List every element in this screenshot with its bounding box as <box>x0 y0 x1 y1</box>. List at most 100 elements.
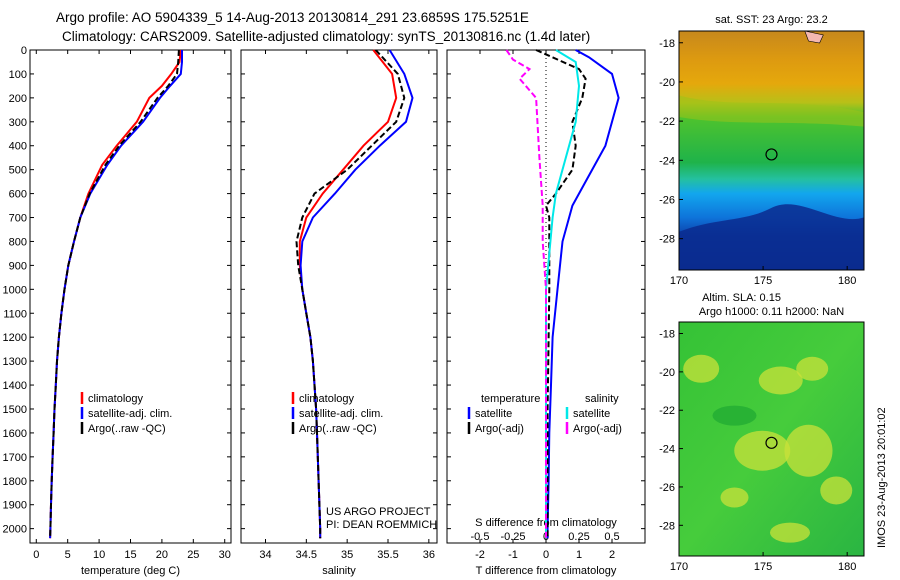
sst-map-title: sat. SST: 23 Argo: 23.2 <box>715 14 828 26</box>
temperature-panel: 0 5 10 15 20 25 30 temperature (deg C) 0 100 200 30… <box>3 45 232 577</box>
sdiff-tick-label: -0.5 <box>471 531 490 543</box>
salinity-xtick-label: 34.5 <box>296 549 317 561</box>
differences-xtick-label: -1 <box>508 549 518 561</box>
differences-panel: -2 -1 0 1 2 T difference from climatology -0.5… <box>446 49 646 577</box>
depth-tick-label: 800 <box>9 236 27 248</box>
differences-xlabel: T difference from climatology <box>476 565 617 577</box>
depth-tick-label: 1300 <box>3 356 27 368</box>
depth-tick-label: 600 <box>9 189 27 201</box>
salinity-xtick-label: 35 <box>341 549 353 561</box>
sst-map-ytick-label: -28 <box>659 234 675 246</box>
sla-map-ytick-label: -18 <box>659 329 675 341</box>
temperature-xtick-label: 25 <box>187 549 199 561</box>
legend-group-title: temperature <box>481 393 540 405</box>
sla-map-ytick-label: -26 <box>659 482 675 494</box>
depth-tick-label: 200 <box>9 93 27 105</box>
legend-label: Argo(..raw -QC) <box>299 423 377 435</box>
depth-tick-label: 1700 <box>3 452 27 464</box>
pi-label: PI: DEAN ROEMMICH <box>326 519 438 531</box>
temperature-xtick-label: 10 <box>93 549 105 561</box>
differences-series-1 <box>535 49 587 539</box>
depth-tick-label: 1100 <box>3 308 27 320</box>
legend-label: satellite-adj. clim. <box>88 408 172 420</box>
depth-tick-label: 1800 <box>3 476 27 488</box>
argo-position-marker <box>765 148 778 161</box>
sla-map: 170 175 180 -18 -20 -22 -24 -26 -28 Altim. SLA: 0… <box>659 292 865 573</box>
sla-high-anomaly <box>758 366 803 395</box>
sla-high-anomaly <box>784 424 833 477</box>
legend-label: climatology <box>299 393 355 405</box>
sla-high-anomaly <box>796 356 829 381</box>
differences-series-3 <box>505 49 547 539</box>
sst-map-ytick-label: -24 <box>659 155 675 167</box>
salinity-xtick-label: 36 <box>423 549 435 561</box>
depth-tick-label: 1400 <box>3 380 27 392</box>
salinity-series-2 <box>295 49 406 539</box>
salinity-series-0 <box>298 49 398 539</box>
temperature-xlabel: temperature (deg C) <box>81 565 180 577</box>
temperature-series-0 <box>49 49 182 539</box>
depth-tick-label: 1500 <box>3 404 27 416</box>
temperature-xtick-label: 0 <box>33 549 39 561</box>
sst-map-xtick-label: 175 <box>754 275 772 287</box>
sla-map-ytick-label: -28 <box>659 520 675 532</box>
sla-map-xtick-label: 180 <box>838 561 856 573</box>
legend-label: satellite <box>475 408 512 420</box>
differences-xtick-label: 2 <box>609 549 615 561</box>
temperature-xtick-label: 15 <box>124 549 136 561</box>
temperature-xtick-label: 20 <box>156 549 168 561</box>
depth-tick-label: 1000 <box>3 284 27 296</box>
legend-label: satellite <box>573 408 610 420</box>
temperature-series-1 <box>49 50 183 539</box>
sla-high-anomaly <box>683 354 720 383</box>
sla-map-frame <box>678 321 865 557</box>
temperature-frame <box>29 49 232 544</box>
sla-map-ytick-label: -20 <box>659 367 675 379</box>
depth-tick-label: 1200 <box>3 332 27 344</box>
differences-series-2 <box>545 49 581 539</box>
figure-title-line1: Argo profile: AO 5904339_5 14-Aug-2013 2… <box>56 10 529 25</box>
depth-tick-label: 2000 <box>3 524 27 536</box>
legend-group-title: salinity <box>585 393 619 405</box>
depth-tick-label: 100 <box>9 69 27 81</box>
sdiff-tick-label: -0.25 <box>500 531 525 543</box>
depth-tick-label: 0 <box>21 45 27 57</box>
sla-map-ytick-label: -22 <box>659 405 675 417</box>
sst-map-ytick-label: -26 <box>659 194 675 206</box>
salinity-panel: 34 34.5 35 35.5 36 salinity climatology satelli… <box>240 49 438 577</box>
sst-map-ytick-label: -18 <box>659 38 675 50</box>
sst-map-frame <box>678 30 865 271</box>
sla-high-anomaly <box>720 487 749 508</box>
sla-map-xtick-label: 170 <box>670 561 688 573</box>
sst-map-ytick-label: -20 <box>659 77 675 89</box>
argo-position-marker <box>765 436 778 449</box>
salinity-xtick-label: 34 <box>259 549 271 561</box>
sdiff-tick-label: 0.25 <box>568 531 589 543</box>
depth-tick-label: 1600 <box>3 428 27 440</box>
differences-xtick-label: 0 <box>543 549 549 561</box>
figure-title-line2: Climatology: CARS2009. Satellite-adjuste… <box>62 29 591 44</box>
differences-series-0 <box>546 49 620 539</box>
sla-map-ytick-label: -24 <box>659 444 675 456</box>
sst-map-ytick-label: -22 <box>659 116 675 128</box>
sst-map: 170 175 180 -18 -20 -22 -24 -26 -28 sat. SST: 23 … <box>659 14 865 287</box>
differences-xtick-label: 1 <box>576 549 582 561</box>
sla-high-anomaly <box>820 476 853 505</box>
legend-label: Argo(-adj) <box>573 423 622 435</box>
legend-label: satellite-adj. clim. <box>299 408 383 420</box>
sla-map-title-line2: Argo h1000: 0.11 h2000: NaN <box>699 306 844 318</box>
salinity-xlabel: salinity <box>322 565 356 577</box>
sla-low-anomaly <box>712 405 757 426</box>
differences-xtick-label: -2 <box>475 549 485 561</box>
depth-tick-label: 500 <box>9 165 27 177</box>
island-landmass <box>804 30 824 44</box>
salinity-frame <box>240 49 438 544</box>
salinity-xtick-label: 35.5 <box>377 549 398 561</box>
depth-tick-label: 400 <box>9 141 27 153</box>
temperature-xtick-label: 30 <box>219 549 231 561</box>
timestamp-stamp: IMOS 23-Aug-2013 20:01:02 <box>876 407 888 548</box>
sst-map-xtick-label: 180 <box>838 275 856 287</box>
legend-label: climatology <box>88 393 144 405</box>
depth-tick-label: 700 <box>9 213 27 225</box>
